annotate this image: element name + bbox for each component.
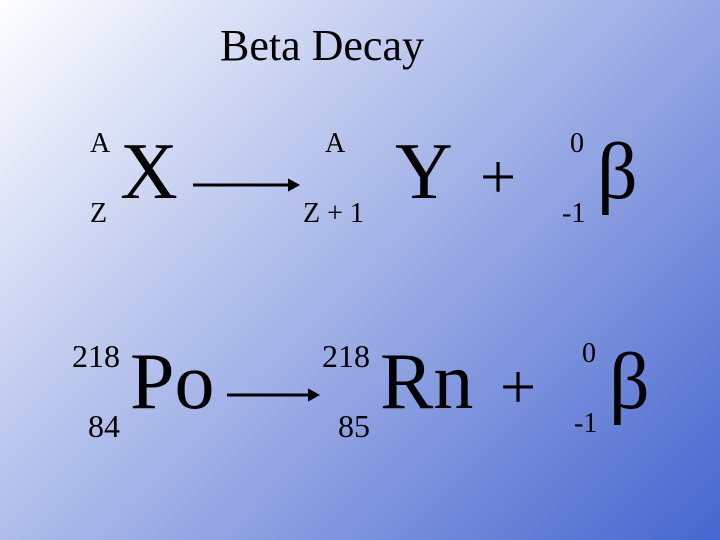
eq0-parent-mass: A xyxy=(90,130,110,158)
eq1-daughter-symbol: Rn xyxy=(380,342,473,422)
eq1-beta-symbol: β xyxy=(609,342,650,422)
eq1-daughter-mass: 218 xyxy=(322,340,370,372)
eq0-beta-atomic: -1 xyxy=(562,200,585,228)
eq1-arrow-head-icon xyxy=(308,388,320,401)
eq1-parent-mass: 218 xyxy=(72,340,120,372)
eq0-arrow-head-icon xyxy=(288,178,300,191)
eq0-daughter-atomic: Z + 1 xyxy=(303,200,364,228)
eq0-parent-atomic: Z xyxy=(90,200,107,228)
eq1-daughter-atomic: 85 xyxy=(338,410,370,442)
eq0-beta-mass: 0 xyxy=(570,130,584,158)
eq0-plus: + xyxy=(480,145,516,209)
slide: Beta Decay AZXAZ + 1Y+0-1β21884Po21885Rn… xyxy=(0,0,720,540)
eq1-parent-symbol: Po xyxy=(130,342,215,422)
eq1-plus: + xyxy=(500,355,536,419)
eq1-beta-atomic: -1 xyxy=(574,410,597,438)
eq0-daughter-symbol: Y xyxy=(395,132,453,212)
eq1-beta-mass: 0 xyxy=(582,340,596,368)
eq0-parent-symbol: X xyxy=(120,132,178,212)
eq0-beta-symbol: β xyxy=(597,132,638,212)
eq1-parent-atomic: 84 xyxy=(88,410,120,442)
arrows-layer xyxy=(0,0,720,540)
eq0-daughter-mass: A xyxy=(325,130,345,158)
